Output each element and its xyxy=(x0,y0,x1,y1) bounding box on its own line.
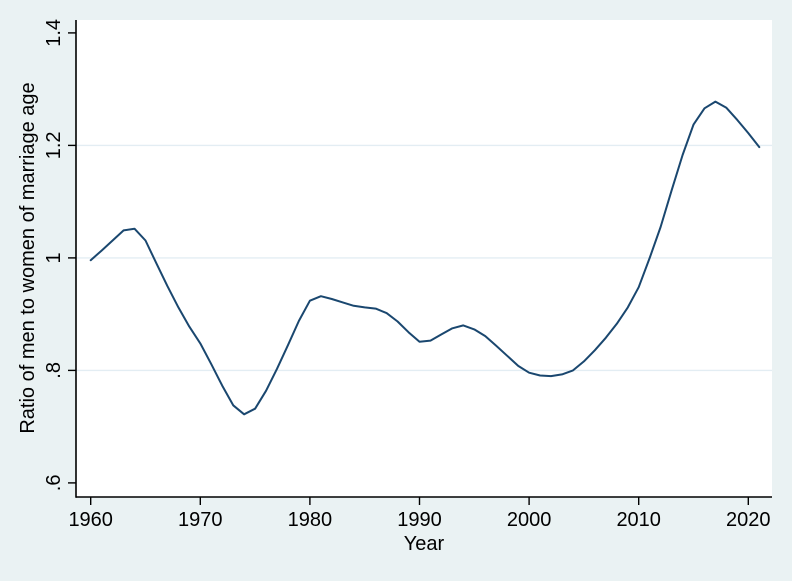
x-tick-label: 1990 xyxy=(397,509,442,531)
y-tick-label: .6 xyxy=(43,475,65,492)
series-lines xyxy=(89,100,761,416)
y-axis-ticks: 1.4 1.2 1 .8 .6 xyxy=(43,19,76,491)
gridlines xyxy=(76,144,772,372)
x-tick-label: 2010 xyxy=(616,509,661,531)
x-tick-label: 1960 xyxy=(68,509,113,531)
axes xyxy=(75,20,772,498)
y-axis-title: Ratio of men to women of marriage age xyxy=(17,82,39,433)
x-tick-label: 2020 xyxy=(726,509,771,531)
series-line xyxy=(89,100,761,416)
x-tick-label: 1970 xyxy=(178,509,223,531)
x-axis-title: Year xyxy=(404,533,445,555)
x-axis-ticks: 1960 1970 1980 1990 2000 2010 2020 xyxy=(68,497,771,531)
y-tick-label: 1.2 xyxy=(43,131,65,159)
y-tick-label: 1 xyxy=(43,252,65,263)
y-tick-label: .8 xyxy=(43,362,65,379)
x-tick-label: 1980 xyxy=(288,509,333,531)
y-tick-label: 1.4 xyxy=(43,19,65,47)
x-tick-label: 2000 xyxy=(507,509,552,531)
